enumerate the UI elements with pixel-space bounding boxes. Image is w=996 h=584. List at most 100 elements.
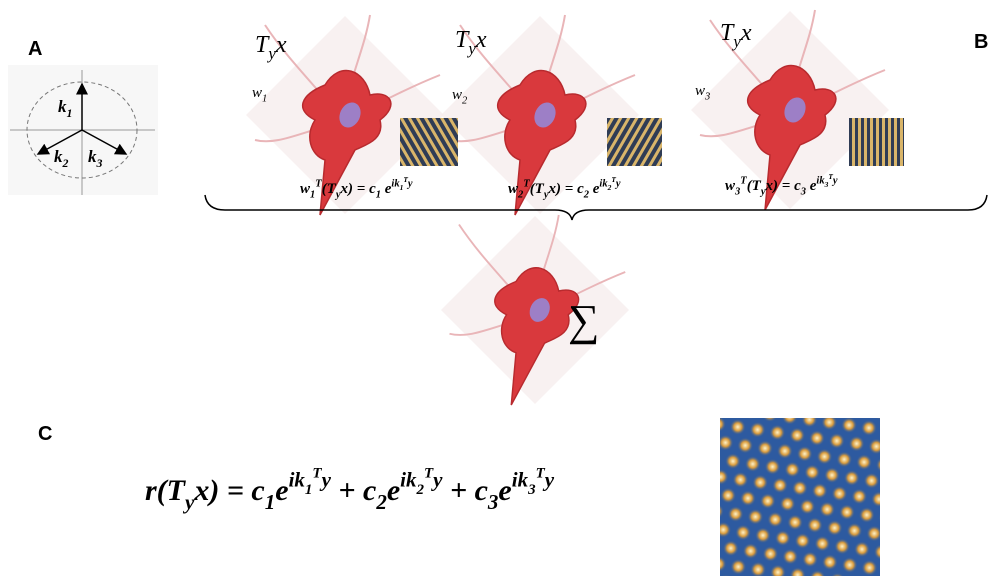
math-segment: w [452, 87, 462, 103]
math-segment: w [695, 83, 705, 99]
weight-label: w1 [252, 85, 267, 105]
vector-diagram [8, 65, 158, 195]
grating [607, 118, 662, 166]
math-segment: (T [322, 181, 337, 197]
math-segment: T [720, 20, 735, 46]
math-segment: (T [530, 181, 545, 197]
grating [400, 118, 458, 166]
math-segment: ik [391, 178, 400, 189]
math-segment: ik [289, 468, 306, 492]
math-segment: ik [599, 178, 608, 189]
math-segment: r(T [145, 474, 187, 507]
math-segment: w [508, 181, 519, 197]
neuron [440, 214, 630, 406]
input-label: Tyx [720, 20, 752, 51]
math-segment: k [58, 97, 67, 116]
input-label: Tyx [455, 27, 487, 58]
math-segment: ik [400, 468, 417, 492]
math-segment: + c [443, 474, 488, 507]
math-segment: 1 [310, 190, 315, 201]
math-segment: w [252, 85, 262, 101]
math-segment: 3 [527, 482, 536, 498]
math-segment: T [312, 466, 322, 482]
math-segment: x) = c [193, 474, 264, 507]
math-segment: y [759, 187, 766, 198]
weight-label: w2 [452, 87, 468, 107]
grid-pattern [720, 418, 880, 576]
math-segment: y [831, 175, 838, 186]
panel-label: B [974, 31, 988, 53]
math-segment: y [466, 39, 476, 58]
vector-label: k1 [58, 97, 72, 120]
math-segment: 2 [583, 190, 590, 201]
math-segment: ik [512, 468, 529, 492]
math-segment: ik [816, 175, 825, 186]
math-segment: + c [331, 474, 376, 507]
brace [204, 194, 988, 221]
math-segment: y [542, 190, 549, 201]
math-segment: 2 [416, 482, 425, 498]
math-segment: 2 [462, 96, 468, 107]
equation: w2T(Tyx) = c2 eik2Ty [508, 175, 621, 201]
math-segment: 3 [704, 92, 710, 103]
math-segment: x) = c [340, 181, 377, 197]
math-segment: T [536, 466, 546, 482]
vector-label: k3 [88, 147, 103, 170]
math-segment: 2 [375, 490, 387, 514]
math-segment: 1 [305, 482, 313, 498]
math-segment: y [406, 178, 413, 189]
math-segment: T [740, 175, 747, 186]
math-segment: 3 [734, 187, 740, 198]
input-label: Tyx [255, 32, 287, 63]
panel-label: A [28, 38, 42, 60]
panel-label: C [38, 423, 52, 445]
math-segment: e [498, 474, 511, 507]
math-segment: T [424, 466, 434, 482]
math-segment: T [403, 175, 408, 184]
math-segment: y [542, 468, 555, 492]
math-segment: e [589, 181, 600, 197]
math-segment: x [275, 32, 287, 58]
math-segment: x) = c [765, 178, 802, 194]
math-segment: y [319, 468, 332, 492]
math-segment: 2 [517, 190, 524, 201]
math-segment: e [806, 178, 817, 194]
math-segment: y [182, 490, 195, 514]
math-segment: 3 [96, 156, 103, 170]
math-segment: y [614, 178, 621, 189]
math-segment: 3 [800, 187, 806, 198]
equation: w3T(Tyx) = c3 eik3Ty [725, 172, 838, 198]
math-segment: 1 [262, 94, 267, 105]
math-segment: 3 [824, 180, 829, 189]
math-segment: T [611, 175, 616, 184]
weight-label: w3 [695, 83, 710, 103]
math-segment: k [88, 147, 97, 166]
math-segment: T [523, 178, 530, 189]
math-segment: y [731, 32, 741, 51]
math-segment: 1 [376, 190, 381, 201]
math-segment: k [54, 147, 63, 166]
math-segment: 1 [67, 106, 73, 120]
equation: w1T(Tyx) = c1 eik1Ty [300, 175, 413, 201]
math-segment: T [828, 172, 833, 181]
math-segment: e [387, 474, 400, 507]
math-segment: T [315, 178, 322, 189]
math-segment: T [255, 32, 270, 58]
math-segment: y [430, 468, 443, 492]
response-equation: r(Tyx) = c1eik1Ty + c2eik2Ty + c3eik3Ty [145, 466, 555, 515]
math-segment: y [266, 44, 276, 63]
math-segment: y [334, 190, 341, 201]
math-segment: 2 [62, 156, 69, 170]
math-segment: x) = c [548, 181, 585, 197]
math-segment: e [381, 181, 392, 197]
math-segment: w [725, 178, 736, 194]
math-segment: w [300, 181, 311, 197]
vector-label: k2 [54, 147, 69, 170]
math-segment: 1 [400, 183, 404, 192]
math-segment: x [475, 27, 487, 53]
math-segment: (T [747, 178, 762, 194]
math-segment: T [455, 27, 470, 53]
math-segment: e [275, 474, 288, 507]
math-segment: 2 [607, 183, 612, 192]
